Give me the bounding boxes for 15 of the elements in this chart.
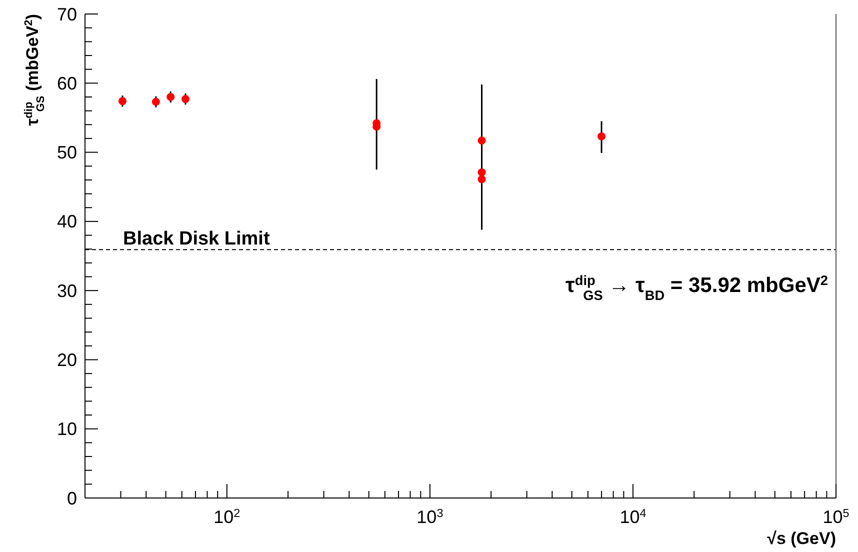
ref-line-label: Black Disk Limit <box>123 228 270 250</box>
y-tick-label: 0 <box>66 488 77 508</box>
y-tick-label: 70 <box>56 4 77 24</box>
y-tick-label: 40 <box>56 212 77 232</box>
y-tick-label: 20 <box>56 350 77 370</box>
y-tick-label: 60 <box>56 73 77 94</box>
x-axis-title: √s (GeV) <box>767 529 836 548</box>
x-tick-label: 10$^{5}$ <box>822 506 850 527</box>
y-tick-label: 10 <box>56 419 77 440</box>
x-tick-label: 10$^{4}$ <box>620 506 647 527</box>
x-tick-label: 10$^{2}$ <box>214 506 240 527</box>
annotation: τ$^{dip}$$_{GS}$ → τ$_{BD}$ = 35.92 mbGeV$^{2}$ <box>566 272 828 302</box>
x-tick-label: 10$^{3}$ <box>416 506 444 527</box>
y-tick-label: 50 <box>56 142 77 163</box>
y-tick-label: 30 <box>56 280 77 301</box>
